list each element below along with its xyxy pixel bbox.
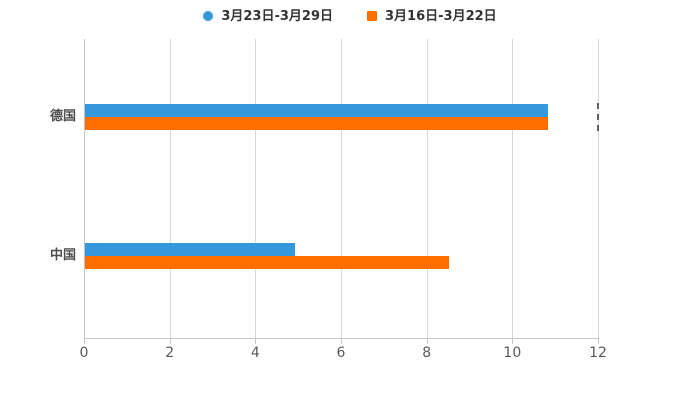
- gridline-x-12: [598, 39, 599, 338]
- x-tick-label-10: 10: [503, 345, 522, 361]
- x-tick-4: [255, 339, 257, 344]
- category-label-0: 德国: [49, 109, 76, 124]
- x-tick-label-0: 0: [79, 345, 89, 361]
- x-tick-label-8: 8: [422, 345, 432, 361]
- gridline-x-8: [426, 39, 428, 338]
- legend-square-icon: [367, 11, 377, 21]
- category-label-1: 中国: [49, 248, 76, 263]
- x-tick-12: [598, 339, 599, 344]
- bar-cat0-series0[interactable]: [85, 104, 548, 117]
- x-tick-label-6: 6: [336, 345, 346, 361]
- x-tick-label-12: 12: [589, 345, 607, 361]
- gridline-x-4: [255, 39, 257, 338]
- legend-circle-icon: [203, 11, 214, 21]
- x-tick-8: [426, 339, 428, 344]
- bar-cat1-series1[interactable]: [85, 256, 450, 269]
- legend-item-series0[interactable]: 3月23日-3月29日: [203, 10, 333, 23]
- bar-cat0-series1[interactable]: [85, 117, 548, 130]
- dashed-gridline-segment: [597, 103, 599, 131]
- gridline-x-6: [341, 39, 342, 338]
- legend: 3月23日-3月29日 3月16日-3月22日: [0, 6, 700, 26]
- x-tick-label-4: 4: [250, 345, 260, 361]
- gridline-x-2: [169, 39, 171, 338]
- legend-label: 3月16日-3月22日: [385, 8, 497, 24]
- gridline-x-10: [512, 39, 514, 338]
- x-tick-6: [341, 339, 342, 344]
- x-tick-0: [84, 339, 85, 344]
- x-tick-label-2: 2: [165, 345, 175, 361]
- x-tick-10: [512, 339, 514, 344]
- plot-area: [84, 39, 599, 339]
- bar-cat1-series0[interactable]: [85, 243, 295, 256]
- x-tick-2: [169, 339, 171, 344]
- legend-item-series1[interactable]: 3月16日-3月22日: [367, 10, 497, 23]
- legend-label: 3月23日-3月29日: [221, 8, 333, 24]
